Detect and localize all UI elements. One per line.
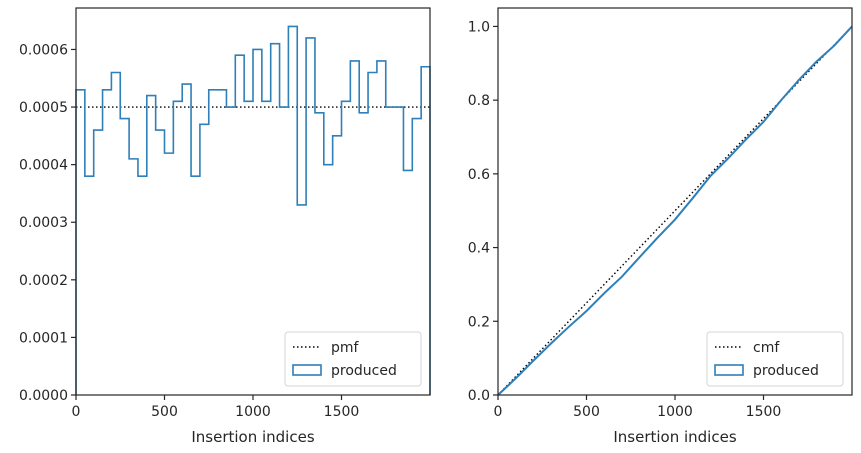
y-tick-label: 0.0006 bbox=[19, 42, 68, 58]
y-tick-label: 0.0004 bbox=[19, 158, 68, 174]
legend-label-cmf: cmf bbox=[753, 340, 780, 356]
series-produced-histogram bbox=[75, 25, 431, 395]
y-tick-label: 0.0005 bbox=[19, 100, 68, 116]
legend-swatch-produced bbox=[714, 364, 744, 376]
x-tick-label: 0 bbox=[494, 404, 503, 420]
x-tick-label: 1000 bbox=[235, 404, 271, 420]
y-tick-label: 0.2 bbox=[468, 314, 490, 330]
y-tick-label: 0.8 bbox=[468, 93, 490, 109]
legend-label-produced: produced bbox=[753, 363, 819, 379]
legend-label-pmf: pmf bbox=[331, 340, 360, 356]
series-cmf-line bbox=[497, 25, 853, 396]
x-tick-label: 1000 bbox=[657, 404, 693, 420]
legend: cmf produced bbox=[706, 331, 844, 387]
legend-swatch-produced bbox=[292, 364, 322, 376]
y-tick-label: 0.4 bbox=[468, 241, 490, 257]
x-axis-title: Insertion indices bbox=[191, 428, 314, 446]
y-tick-label: 0.0000 bbox=[19, 388, 68, 404]
legend: pmf produced bbox=[284, 331, 422, 387]
y-tick-label: 0.0002 bbox=[19, 273, 68, 289]
legend-box bbox=[284, 331, 422, 387]
series-produced-line bbox=[497, 25, 853, 396]
legend-box bbox=[706, 331, 844, 387]
y-tick-label: 0.6 bbox=[468, 167, 490, 183]
x-tick-label: 1500 bbox=[324, 404, 360, 420]
x-axis-title: Insertion indices bbox=[613, 428, 736, 446]
chart-panel-1: 0 500 1000 1500 0.0000 0.0001 0.0002 0.0003 0.00… bbox=[19, 7, 431, 446]
legend-label-produced: produced bbox=[331, 363, 397, 379]
y-tick-label: 0.0 bbox=[468, 388, 490, 404]
x-tick-label: 1500 bbox=[746, 404, 782, 420]
x-tick-label: 500 bbox=[151, 404, 178, 420]
x-tick-label: 500 bbox=[573, 404, 600, 420]
y-tick-label: 0.0003 bbox=[19, 215, 68, 231]
y-tick-label: 1.0 bbox=[468, 19, 490, 35]
y-tick-label: 0.0001 bbox=[19, 330, 68, 346]
chart-panel-2: 0 500 1000 1500 0.0 0.2 0.4 0.6 0.8 1.0 Insertion … bbox=[468, 7, 853, 446]
x-tick-label: 0 bbox=[72, 404, 81, 420]
